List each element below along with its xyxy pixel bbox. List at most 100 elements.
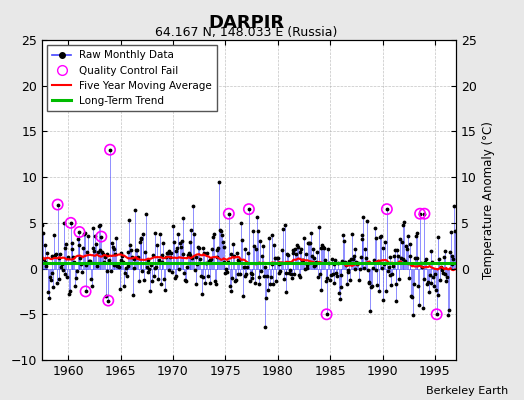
Point — [72, 274, 80, 281]
Point — [139, 231, 147, 237]
Point — [156, 230, 164, 237]
Point — [364, 280, 373, 286]
Point — [356, 266, 364, 272]
Point — [37, 256, 45, 262]
Point — [317, 245, 325, 251]
Point — [415, 302, 423, 308]
Point — [128, 292, 137, 298]
Point — [79, 245, 87, 252]
Point — [54, 254, 63, 261]
Point — [342, 262, 350, 268]
Point — [276, 268, 285, 274]
Text: 64.167 N, 148.033 E (Russia): 64.167 N, 148.033 E (Russia) — [155, 26, 337, 39]
Point — [368, 283, 376, 289]
Point — [315, 271, 324, 278]
Point — [59, 266, 67, 273]
Point — [344, 269, 353, 275]
Point — [351, 266, 359, 272]
Point — [417, 259, 425, 266]
Point — [57, 264, 66, 270]
Point — [154, 276, 162, 283]
Point — [341, 259, 349, 265]
Point — [52, 251, 60, 257]
Point — [401, 258, 409, 264]
Point — [210, 231, 218, 237]
Point — [144, 268, 152, 275]
Point — [390, 253, 398, 260]
Point — [372, 267, 380, 274]
Point — [350, 253, 358, 259]
Point — [81, 288, 90, 295]
Point — [406, 241, 414, 247]
Point — [40, 242, 49, 249]
Point — [223, 269, 231, 276]
Point — [225, 210, 233, 217]
Point — [346, 277, 354, 283]
Point — [322, 311, 331, 318]
Point — [179, 251, 188, 257]
Point — [244, 250, 252, 256]
Point — [99, 251, 107, 257]
Point — [34, 239, 42, 246]
Point — [288, 247, 297, 254]
Point — [246, 277, 254, 284]
Point — [106, 146, 114, 153]
Point — [293, 243, 302, 250]
Point — [32, 242, 41, 248]
Point — [122, 265, 130, 272]
Point — [230, 253, 238, 259]
Point — [170, 238, 178, 245]
Point — [367, 284, 375, 291]
Point — [93, 263, 101, 270]
Point — [271, 255, 279, 261]
Point — [304, 240, 312, 247]
Point — [152, 264, 160, 270]
Point — [160, 276, 168, 282]
Point — [322, 278, 330, 284]
Point — [440, 254, 448, 261]
Point — [294, 272, 303, 279]
Point — [147, 262, 155, 269]
Point — [168, 268, 176, 275]
Point — [413, 230, 422, 236]
Point — [68, 246, 77, 253]
Point — [301, 266, 309, 272]
Point — [252, 246, 260, 252]
Point — [196, 273, 205, 280]
Point — [330, 280, 338, 286]
Point — [43, 250, 51, 256]
Point — [388, 271, 396, 277]
Point — [212, 281, 220, 287]
Point — [422, 256, 430, 262]
Point — [195, 244, 203, 251]
Point — [414, 282, 422, 289]
Point — [135, 278, 143, 284]
Point — [396, 236, 404, 243]
Point — [55, 276, 63, 282]
Point — [386, 253, 395, 260]
Point — [204, 273, 212, 279]
Point — [226, 251, 235, 257]
Point — [75, 229, 84, 235]
Point — [416, 210, 424, 217]
Point — [233, 270, 242, 277]
Point — [302, 262, 311, 268]
Point — [339, 232, 347, 238]
Point — [215, 179, 223, 186]
Point — [427, 280, 435, 286]
Point — [165, 248, 173, 254]
Point — [86, 276, 95, 282]
Point — [39, 256, 48, 262]
Point — [184, 250, 193, 256]
Point — [264, 287, 272, 294]
Point — [157, 281, 165, 287]
Point — [296, 249, 304, 256]
Point — [238, 236, 246, 243]
Point — [225, 283, 234, 290]
Point — [47, 277, 55, 284]
Point — [193, 260, 202, 267]
Point — [98, 248, 106, 255]
Text: DARPIR: DARPIR — [208, 14, 285, 32]
Point — [245, 206, 253, 212]
Point — [88, 282, 96, 289]
